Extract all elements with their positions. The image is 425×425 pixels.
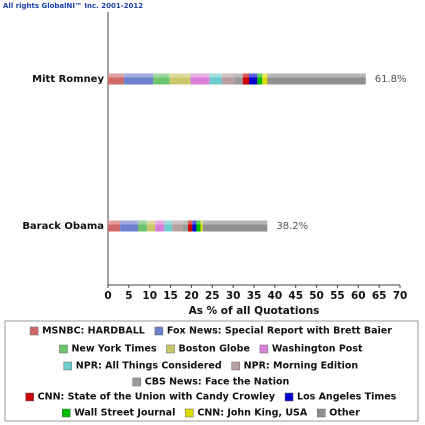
bar-segment bbox=[120, 220, 139, 232]
bar-segment bbox=[108, 73, 124, 85]
bar-segment bbox=[169, 73, 191, 85]
bar-segment bbox=[153, 73, 170, 85]
legend-label: Washington Post bbox=[272, 344, 363, 355]
bar-segment bbox=[123, 73, 154, 85]
bar-segment bbox=[234, 73, 243, 85]
legend-label: CNN: John King, USA bbox=[197, 408, 308, 419]
legend-swatch bbox=[132, 377, 141, 387]
x-tick-label: 5 bbox=[125, 290, 132, 302]
legend-label: Other bbox=[329, 408, 360, 419]
category-label: Mitt Romney bbox=[32, 74, 104, 85]
x-tick-label: 50 bbox=[309, 290, 324, 302]
bar-segment bbox=[188, 220, 193, 232]
x-tick-label: 40 bbox=[268, 290, 283, 302]
legend-label: NPR: All Things Considered bbox=[76, 361, 222, 372]
bar-shine bbox=[108, 220, 268, 225]
bar-segment bbox=[262, 73, 268, 85]
legend-swatch bbox=[185, 408, 194, 418]
bar-segment bbox=[190, 73, 210, 85]
legend-swatch bbox=[166, 344, 175, 354]
bar-segment bbox=[248, 73, 258, 85]
legend-label: Boston Globe bbox=[179, 344, 250, 355]
total-label: 38.2% bbox=[276, 221, 308, 232]
bar-segment bbox=[182, 220, 189, 232]
x-tick-label: 65 bbox=[372, 290, 387, 302]
legend-label: Wall Street Journal bbox=[74, 408, 175, 419]
x-tick-label: 35 bbox=[247, 290, 262, 302]
x-tick-label: 15 bbox=[163, 290, 178, 302]
category-label: Barack Obama bbox=[22, 221, 104, 232]
bar-segment bbox=[242, 73, 249, 85]
x-tick-label: 45 bbox=[288, 290, 303, 302]
bar-segment bbox=[138, 220, 148, 232]
legend-swatch bbox=[259, 344, 269, 354]
bar-segment bbox=[267, 73, 366, 85]
bar-segment bbox=[196, 220, 201, 232]
x-tick-label: 55 bbox=[330, 290, 345, 302]
bar-segment bbox=[192, 220, 197, 232]
legend-swatch bbox=[317, 408, 326, 418]
legend-label: CBS News: Face the Nation bbox=[145, 377, 290, 388]
x-tick-label: 70 bbox=[393, 290, 408, 302]
legend-box bbox=[4, 320, 419, 422]
bar-segment bbox=[172, 220, 183, 232]
legend-label: Fox News: Special Report with Brett Baie… bbox=[167, 326, 392, 337]
bar-segment bbox=[202, 220, 268, 232]
x-axis-label: As % of all Quotations bbox=[189, 305, 320, 317]
bar-segment bbox=[209, 73, 222, 85]
legend-swatch bbox=[231, 361, 240, 371]
bar-segment bbox=[147, 220, 156, 232]
legend-label: Los Angeles Times bbox=[297, 392, 397, 403]
x-tick-label: 60 bbox=[351, 290, 366, 302]
x-tick-label: 20 bbox=[184, 290, 199, 302]
legend-label: NPR: Morning Edition bbox=[244, 361, 359, 372]
legend-swatch bbox=[59, 344, 68, 354]
legend-swatch bbox=[63, 361, 73, 371]
bar-shine bbox=[108, 73, 366, 78]
legend-swatch bbox=[61, 408, 71, 418]
bar-segment bbox=[108, 220, 121, 232]
legend-swatch bbox=[284, 392, 294, 402]
x-tick-label: 30 bbox=[226, 290, 241, 302]
legend-label: New York Times bbox=[71, 344, 156, 355]
bar-segment bbox=[155, 220, 165, 232]
legend-swatch bbox=[25, 392, 34, 402]
legend-label: CNN: State of the Union with Candy Crowl… bbox=[38, 392, 276, 403]
legend-label: MSNBC: HARDBALL bbox=[42, 326, 145, 337]
bar-segment bbox=[164, 220, 173, 232]
legend-swatch bbox=[154, 326, 164, 336]
bar-segment bbox=[221, 73, 235, 85]
bar-segment bbox=[200, 220, 203, 232]
total-label: 61.8% bbox=[375, 74, 407, 85]
copyright: All rights GlobalNI™ Inc. 2001-2012 bbox=[3, 2, 143, 10]
legend-swatch bbox=[29, 326, 39, 336]
x-tick-label: 0 bbox=[104, 290, 111, 302]
x-tick-label: 10 bbox=[142, 290, 157, 302]
x-tick-label: 25 bbox=[205, 290, 220, 302]
bar-segment bbox=[257, 73, 263, 85]
